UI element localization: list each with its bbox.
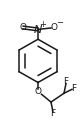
Text: F: F	[71, 84, 77, 93]
Text: O: O	[35, 87, 41, 96]
Text: O: O	[50, 23, 58, 32]
Text: −: −	[56, 18, 63, 27]
Text: F: F	[63, 77, 69, 86]
Text: $N$: $N$	[33, 23, 43, 35]
Text: F: F	[50, 109, 56, 118]
Text: O: O	[20, 23, 26, 32]
Text: +: +	[40, 20, 46, 29]
